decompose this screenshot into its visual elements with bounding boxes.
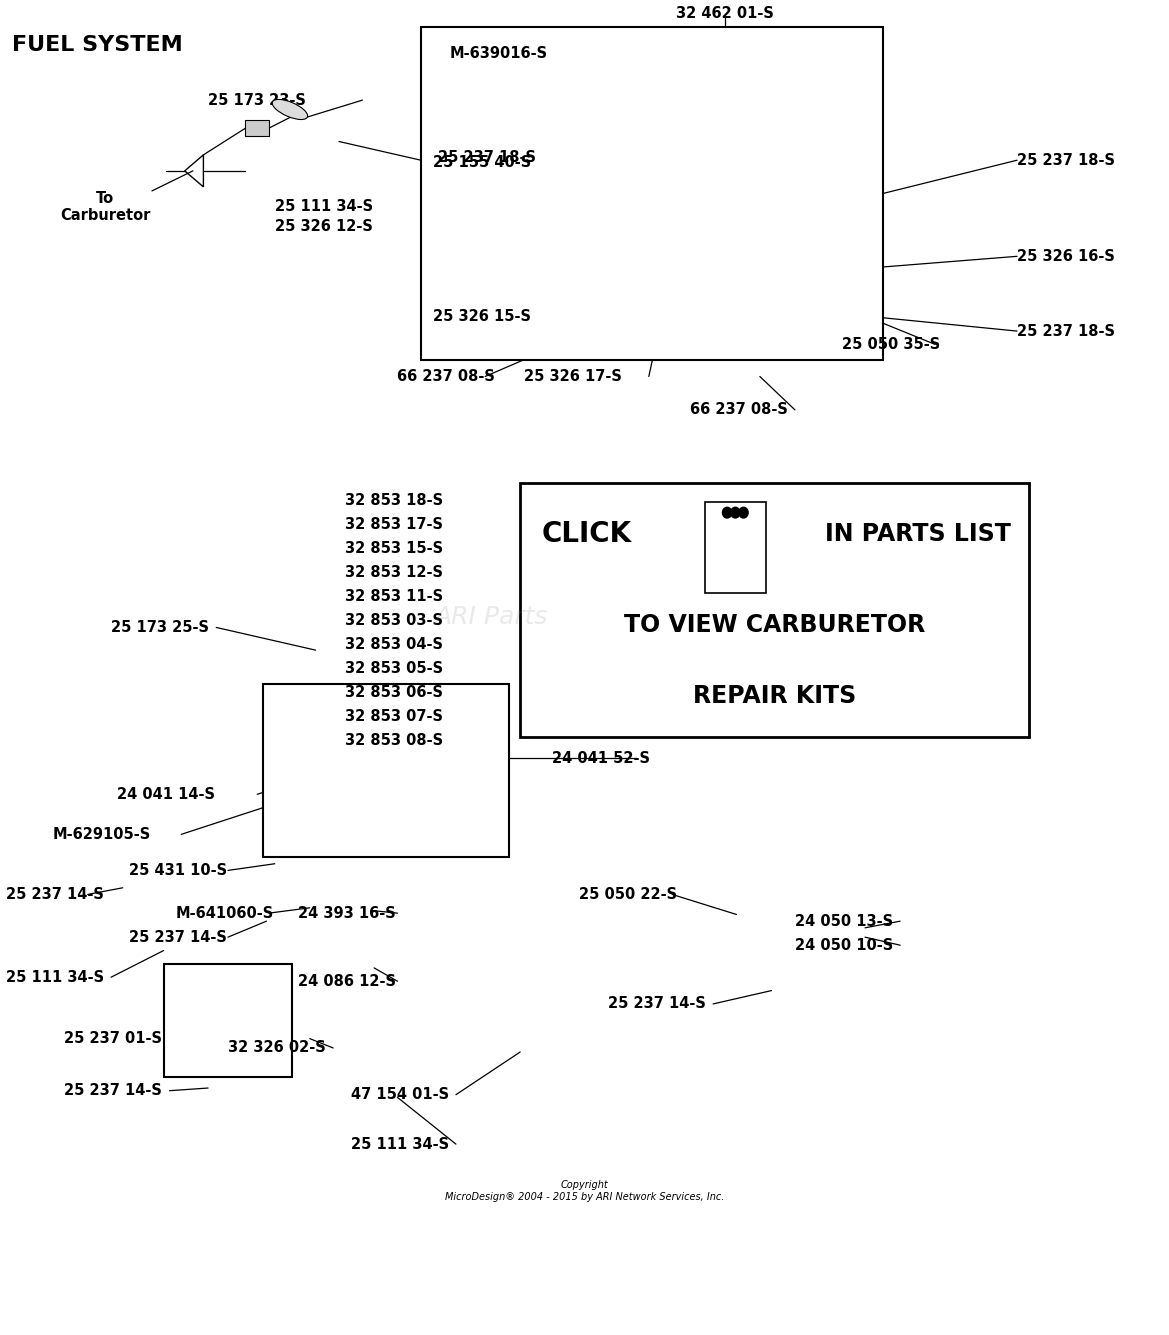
Text: 32 853 08-S: 32 853 08-S (345, 733, 443, 749)
Text: Copyright
MicroDesign® 2004 - 2015 by ARI Network Services, Inc.: Copyright MicroDesign® 2004 - 2015 by AR… (445, 1180, 724, 1202)
Text: 25 111 34-S: 25 111 34-S (275, 199, 373, 215)
Text: 32 853 18-S: 32 853 18-S (345, 493, 443, 509)
Text: 25 237 18-S: 25 237 18-S (1017, 152, 1115, 168)
Text: ARI Parts: ARI Parts (435, 605, 547, 629)
Text: 25 173 25-S: 25 173 25-S (111, 619, 209, 635)
Text: 66 237 08-S: 66 237 08-S (397, 368, 496, 384)
Text: 25 237 18-S: 25 237 18-S (438, 150, 537, 166)
Text: 24 041 14-S: 24 041 14-S (117, 786, 215, 802)
Text: 25 326 16-S: 25 326 16-S (1017, 248, 1115, 264)
Bar (421, 27, 883, 360)
Text: 25 111 34-S: 25 111 34-S (6, 969, 104, 985)
Text: 32 326 02-S: 32 326 02-S (228, 1040, 326, 1056)
Text: IN PARTS LIST: IN PARTS LIST (825, 522, 1011, 546)
Text: 66 237 08-S: 66 237 08-S (690, 402, 788, 418)
Text: To
Carburetor: To Carburetor (60, 191, 151, 223)
Text: 25 326 17-S: 25 326 17-S (524, 368, 622, 384)
Text: TO VIEW CARBURETOR: TO VIEW CARBURETOR (624, 613, 925, 637)
Bar (245, 120, 269, 136)
Bar (263, 684, 509, 857)
Text: 25 237 14-S: 25 237 14-S (129, 929, 227, 945)
Text: 25 155 40-S: 25 155 40-S (433, 155, 531, 171)
Circle shape (739, 507, 748, 518)
Text: 25 050 22-S: 25 050 22-S (579, 886, 677, 902)
Text: 25 326 15-S: 25 326 15-S (433, 308, 531, 324)
Circle shape (722, 507, 732, 518)
Text: 25 237 14-S: 25 237 14-S (608, 996, 706, 1012)
Text: 32 853 03-S: 32 853 03-S (345, 613, 443, 629)
Text: 32 853 11-S: 32 853 11-S (345, 589, 443, 605)
Text: 47 154 01-S: 47 154 01-S (351, 1087, 449, 1103)
Text: 25 050 35-S: 25 050 35-S (842, 336, 940, 352)
Text: 24 050 10-S: 24 050 10-S (795, 937, 893, 953)
Text: 24 050 13-S: 24 050 13-S (795, 913, 893, 929)
Bar (705, 502, 766, 593)
Bar (164, 964, 292, 1077)
Bar (520, 483, 1029, 737)
Text: 32 853 07-S: 32 853 07-S (345, 709, 443, 725)
Text: 25 237 01-S: 25 237 01-S (64, 1031, 162, 1047)
Text: 25 431 10-S: 25 431 10-S (129, 862, 227, 878)
Text: 32 462 01-S: 32 462 01-S (676, 5, 774, 21)
Text: 32 853 05-S: 32 853 05-S (345, 661, 443, 677)
Text: 32 853 04-S: 32 853 04-S (345, 637, 443, 653)
Text: 25 237 18-S: 25 237 18-S (1017, 323, 1115, 339)
Text: 25 173 23-S: 25 173 23-S (208, 92, 306, 108)
Text: 32 853 15-S: 32 853 15-S (345, 541, 443, 557)
Text: 25 111 34-S: 25 111 34-S (351, 1136, 449, 1152)
Text: M-629105-S: M-629105-S (53, 826, 151, 842)
Text: 25 326 12-S: 25 326 12-S (275, 219, 373, 235)
Text: FUEL SYSTEM: FUEL SYSTEM (12, 35, 182, 55)
Text: M-639016-S: M-639016-S (450, 45, 548, 61)
Ellipse shape (272, 99, 307, 120)
Text: 32 853 12-S: 32 853 12-S (345, 565, 443, 581)
Text: 25 237 14-S: 25 237 14-S (64, 1083, 162, 1099)
Text: 32 853 17-S: 32 853 17-S (345, 517, 443, 533)
Text: 24 086 12-S: 24 086 12-S (298, 973, 396, 989)
Text: 24 393 16-S: 24 393 16-S (298, 905, 396, 921)
Text: 24 041 52-S: 24 041 52-S (552, 750, 650, 766)
Text: REPAIR KITS: REPAIR KITS (693, 685, 856, 709)
Text: CLICK: CLICK (541, 521, 631, 547)
Text: 32 853 06-S: 32 853 06-S (345, 685, 443, 701)
Text: 25 237 14-S: 25 237 14-S (6, 886, 104, 902)
Circle shape (731, 507, 740, 518)
Text: M-641060-S: M-641060-S (175, 905, 274, 921)
